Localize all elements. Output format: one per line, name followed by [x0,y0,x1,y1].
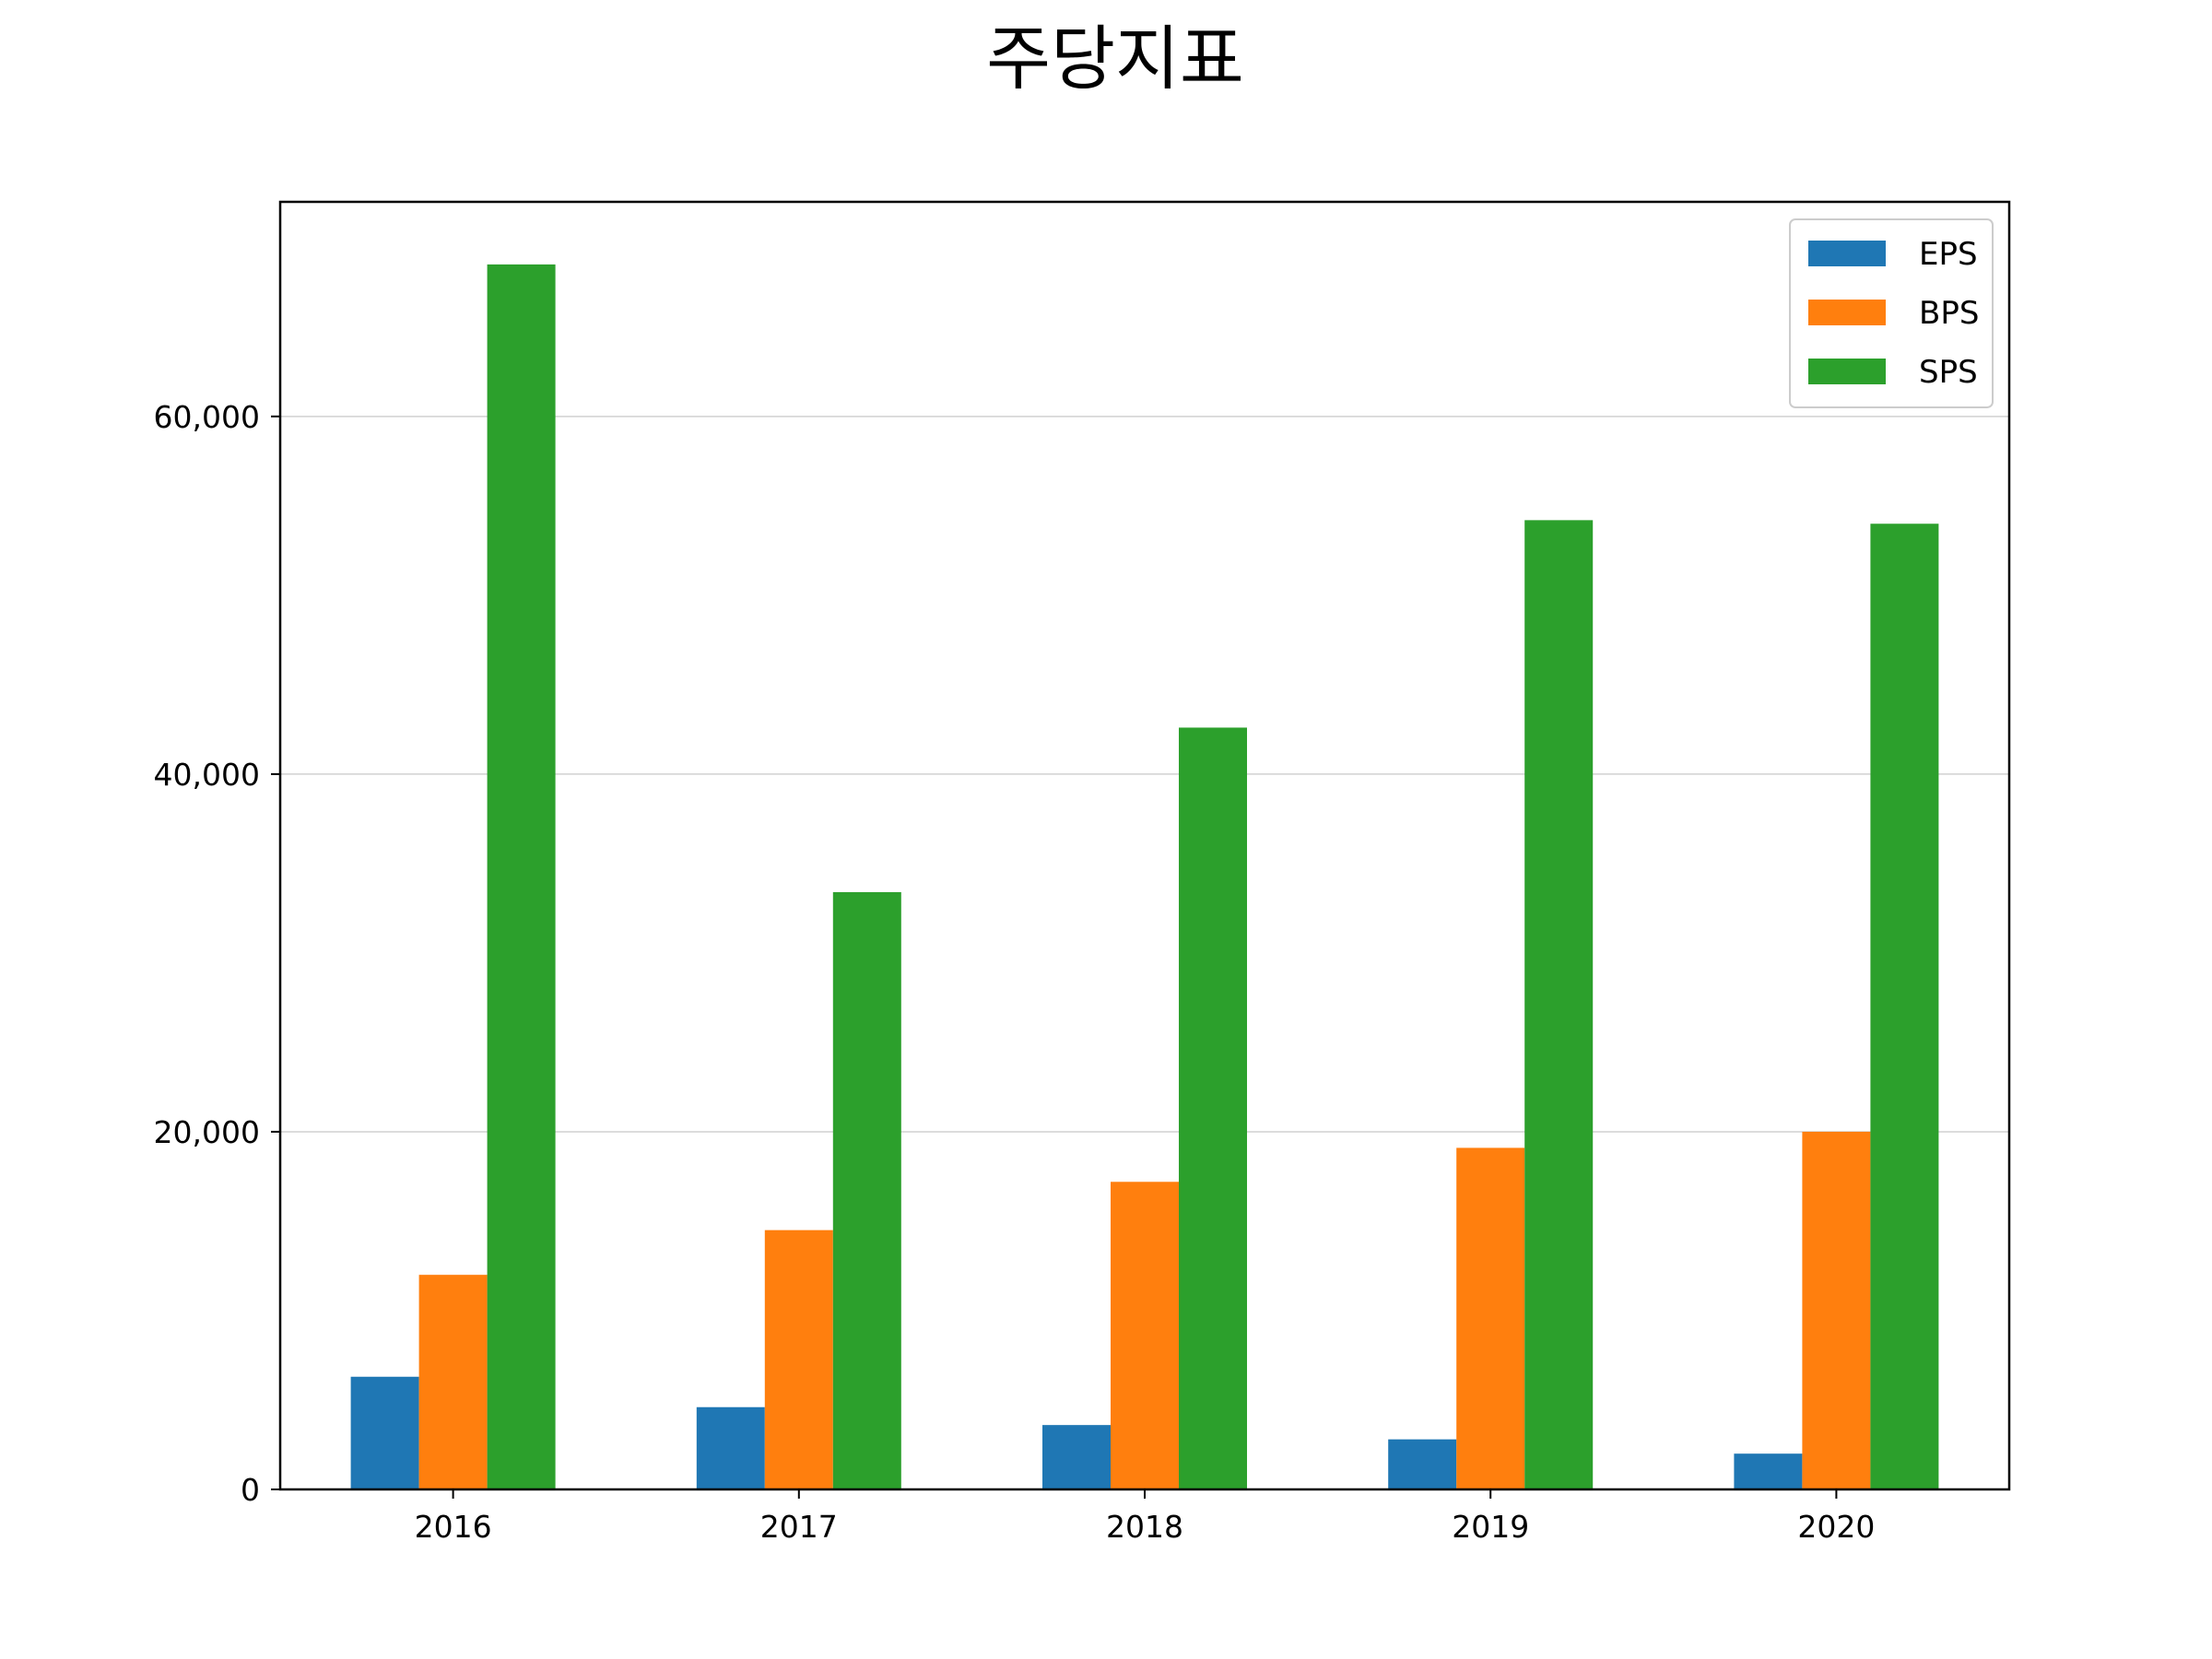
bar-eps-2020 [1734,1453,1803,1489]
x-tick-label: 2018 [1106,1509,1183,1545]
bar-bps-2019 [1456,1147,1525,1489]
bar-eps-2017 [696,1406,765,1489]
x-tick-label: 2020 [1797,1509,1875,1545]
bar-bps-2018 [1111,1182,1179,1489]
x-tick-label: 2017 [760,1509,838,1545]
bar-bps-2017 [764,1230,833,1489]
y-tick-label: 40,000 [154,757,260,793]
bar-eps-2018 [1042,1425,1111,1489]
legend-swatch-sps [1808,359,1886,384]
y-tick-label: 20,000 [154,1114,260,1150]
bar-sps-2018 [1179,727,1247,1489]
legend: EPS BPS SPS [1789,218,1994,408]
legend-swatch-eps [1808,241,1886,266]
bar-bps-2020 [1802,1131,1871,1489]
bars [350,264,1939,1490]
grid-lines [280,416,2009,1133]
x-tick-label: 2019 [1452,1509,1529,1545]
bar-eps-2016 [350,1376,419,1489]
bar-sps-2016 [487,264,556,1490]
bar-sps-2019 [1524,520,1594,1490]
y-tick-label: 0 [241,1472,260,1508]
x-axis: 2016 2017 2018 2019 2020 [415,1489,1875,1545]
bar-sps-2020 [1870,524,1939,1489]
bar-bps-2016 [418,1275,488,1489]
legend-label-eps: EPS [1919,236,1978,273]
x-tick-label: 2016 [415,1509,492,1545]
legend-swatch-bps [1808,300,1886,325]
y-axis: 0 20,000 40,000 60,000 [154,399,280,1508]
bar-sps-2017 [832,891,901,1489]
legend-label-bps: BPS [1919,295,1979,332]
legend-label-sps: SPS [1919,354,1978,391]
chart-title: 주당지표 [986,18,1244,100]
bar-eps-2019 [1388,1439,1457,1489]
y-tick-label: 60,000 [154,399,260,435]
